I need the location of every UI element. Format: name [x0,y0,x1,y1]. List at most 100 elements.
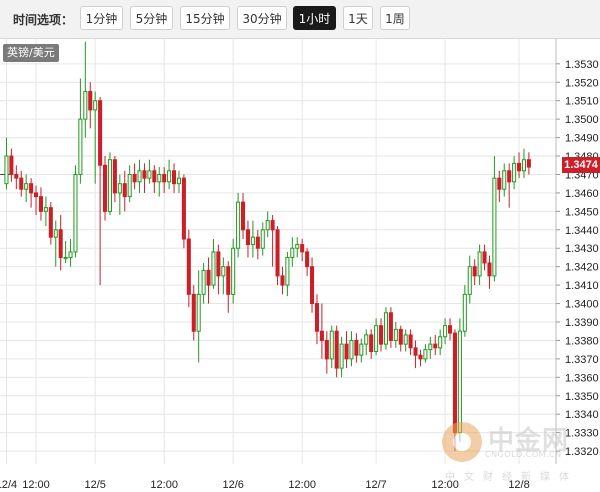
candle [231,239,236,304]
candle [408,329,413,356]
tab-1day[interactable]: 1天 [343,6,373,30]
candle [206,257,211,304]
candle [388,307,393,348]
candle [68,239,73,267]
candle-body [241,201,246,231]
candle [186,229,191,308]
candle [364,329,369,356]
candle-body [63,256,68,260]
candle-body [34,192,39,198]
candle [280,266,285,295]
candle [137,159,142,193]
candle-body [364,334,369,345]
watermark-url: CNGOLD.COM.CN [485,450,562,459]
candle [9,148,14,182]
tab-1min[interactable]: 1分钟 [80,6,123,30]
candle-body [507,170,512,183]
candle [487,255,492,289]
candle [517,152,522,179]
candle [285,251,290,297]
candle-body [157,173,162,183]
y-axis-ticks: 1.35301.35201.35101.35001.34901.34801.34… [556,59,599,458]
candle [117,174,122,216]
candle-body [339,343,344,369]
candle [398,325,403,352]
candle-body [201,269,206,295]
candle [93,91,98,184]
tab-1week[interactable]: 1周 [380,6,410,30]
candle-body [305,251,310,268]
candle [103,156,108,221]
candle-body [98,100,103,166]
candles-group [4,41,531,452]
candle-body [290,247,295,258]
candle [359,338,364,363]
tab-5min[interactable]: 5分钟 [130,6,173,30]
candle [413,340,418,369]
candle-body [53,229,58,238]
candle [38,187,43,221]
candle-body [428,343,433,351]
candle-body [236,201,241,249]
candle-body [132,173,137,183]
candle [472,259,477,286]
candle [14,165,19,190]
candle [467,255,472,304]
candle [127,165,132,203]
candle [29,178,34,208]
candle-body [310,266,315,305]
candle-body [29,183,34,194]
candle-body [369,334,374,353]
candle-body [221,266,226,277]
tab-30min[interactable]: 30分钟 [237,6,287,30]
candle-body [448,325,453,334]
candle-body [413,347,418,356]
candle [526,152,531,175]
candle-body [58,229,63,258]
candle-body [265,220,270,231]
candle [176,170,181,193]
candle-body [250,236,255,246]
candle [324,331,329,374]
candle-body [43,207,48,212]
candle-body [186,238,191,295]
candle [152,165,157,193]
candle [295,237,300,258]
candle [260,222,265,256]
candle [191,285,196,341]
candle-body [127,173,132,198]
candle-body [359,343,364,356]
y-tick-label: 1.3430 [565,243,599,255]
tab-15min[interactable]: 15分钟 [180,6,230,30]
candle-body [112,159,117,194]
candle [512,156,517,190]
candle-body [4,155,9,185]
candle [236,192,241,258]
candle-body [78,118,83,175]
candle-body [206,269,211,286]
candle [354,333,359,363]
candle [393,322,398,348]
candle [305,248,310,276]
candle [142,163,147,193]
candle [270,215,275,267]
tab-1hour[interactable]: 1小时 [293,6,336,30]
candle-body [443,325,448,338]
candle-body [467,266,472,295]
candle-body [329,330,334,360]
candle [428,336,433,359]
candle-body [462,293,467,332]
x-tick-label: 12:00 [150,479,178,491]
candle [88,82,93,129]
y-tick-label: 1.3330 [565,428,599,440]
candle [172,163,177,193]
candle-body [319,330,324,341]
y-tick-label: 1.3500 [565,114,599,126]
candle [19,170,24,197]
y-tick-label: 1.3440 [565,225,599,237]
candle [423,344,428,363]
candle [201,262,206,304]
candle [265,211,270,238]
candle-body [393,328,398,341]
y-tick-label: 1.3370 [565,354,599,366]
